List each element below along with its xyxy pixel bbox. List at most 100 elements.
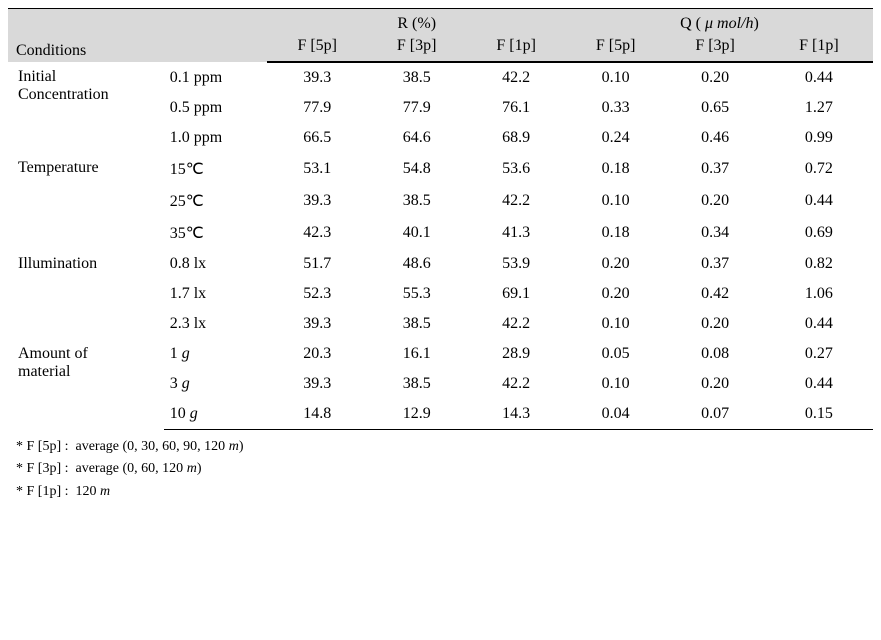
data-cell: 0.46 — [665, 123, 764, 153]
footnote-line: * F [3p] : average (0, 60, 120 m) — [16, 458, 873, 480]
data-cell: 1.27 — [765, 93, 873, 123]
data-cell: 0.37 — [665, 153, 764, 185]
condition-level: 15℃ — [164, 153, 268, 185]
data-cell: 53.1 — [267, 153, 366, 185]
data-cell: 0.18 — [566, 153, 665, 185]
data-cell: 41.3 — [466, 217, 565, 249]
condition-label: Temperature — [8, 153, 164, 249]
data-cell: 39.3 — [267, 62, 366, 93]
data-cell: 0.10 — [566, 369, 665, 399]
data-cell: 0.20 — [665, 369, 764, 399]
data-cell: 16.1 — [367, 339, 466, 369]
experiment-table-container: Conditions R (%) Q ( μ mol/h) F [5p]F [3… — [8, 8, 873, 503]
table-row: Temperature15℃53.154.853.60.180.370.72 — [8, 153, 873, 185]
data-cell: 0.44 — [765, 369, 873, 399]
data-cell: 28.9 — [466, 339, 565, 369]
data-cell: 77.9 — [267, 93, 366, 123]
condition-level: 3 g — [164, 369, 268, 399]
table-body: InitialConcentration0.1 ppm39.338.542.20… — [8, 62, 873, 430]
condition-label: InitialConcentration — [8, 62, 164, 153]
condition-level: 35℃ — [164, 217, 268, 249]
data-cell: 0.07 — [665, 399, 764, 430]
data-cell: 14.3 — [466, 399, 565, 430]
data-cell: 0.82 — [765, 249, 873, 279]
data-cell: 38.5 — [367, 62, 466, 93]
data-cell: 0.44 — [765, 185, 873, 217]
data-cell: 40.1 — [367, 217, 466, 249]
data-cell: 0.04 — [566, 399, 665, 430]
table-header: Conditions R (%) Q ( μ mol/h) F [5p]F [3… — [8, 9, 873, 63]
data-cell: 0.20 — [665, 62, 764, 93]
data-cell: 42.2 — [466, 62, 565, 93]
data-cell: 0.15 — [765, 399, 873, 430]
condition-level: 1.7 lx — [164, 279, 268, 309]
data-cell: 0.20 — [566, 249, 665, 279]
condition-level: 0.1 ppm — [164, 62, 268, 93]
data-cell: 54.8 — [367, 153, 466, 185]
header-col-4: F [3p] — [665, 35, 764, 62]
data-cell: 0.65 — [665, 93, 764, 123]
data-cell: 0.72 — [765, 153, 873, 185]
data-cell: 68.9 — [466, 123, 565, 153]
footnote-line: * F [1p] : 120 m — [16, 481, 873, 503]
data-cell: 69.1 — [466, 279, 565, 309]
data-cell: 38.5 — [367, 369, 466, 399]
data-cell: 0.37 — [665, 249, 764, 279]
data-cell: 0.24 — [566, 123, 665, 153]
data-cell: 20.3 — [267, 339, 366, 369]
table-row: Illumination0.8 lx51.748.653.90.200.370.… — [8, 249, 873, 279]
header-col-2: F [1p] — [466, 35, 565, 62]
data-cell: 55.3 — [367, 279, 466, 309]
data-cell: 0.69 — [765, 217, 873, 249]
condition-level: 25℃ — [164, 185, 268, 217]
data-cell: 0.10 — [566, 309, 665, 339]
data-cell: 39.3 — [267, 309, 366, 339]
table-footnotes: * F [5p] : average (0, 30, 60, 90, 120 m… — [8, 436, 873, 503]
data-cell: 53.9 — [466, 249, 565, 279]
data-cell: 64.6 — [367, 123, 466, 153]
condition-level: 10 g — [164, 399, 268, 430]
header-col-1: F [3p] — [367, 35, 466, 62]
condition-label: Illumination — [8, 249, 164, 339]
data-cell: 1.06 — [765, 279, 873, 309]
condition-level: 1.0 ppm — [164, 123, 268, 153]
condition-label: Amount ofmaterial — [8, 339, 164, 430]
data-cell: 42.2 — [466, 185, 565, 217]
data-cell: 53.6 — [466, 153, 565, 185]
data-cell: 0.44 — [765, 309, 873, 339]
data-cell: 42.2 — [466, 309, 565, 339]
data-cell: 42.3 — [267, 217, 366, 249]
data-cell: 12.9 — [367, 399, 466, 430]
footnote-line: * F [5p] : average (0, 30, 60, 90, 120 m… — [16, 436, 873, 458]
data-cell: 0.20 — [665, 309, 764, 339]
data-cell: 77.9 — [367, 93, 466, 123]
data-cell: 0.05 — [566, 339, 665, 369]
data-cell: 0.34 — [665, 217, 764, 249]
data-cell: 0.99 — [765, 123, 873, 153]
data-cell: 14.8 — [267, 399, 366, 430]
data-cell: 0.27 — [765, 339, 873, 369]
data-cell: 48.6 — [367, 249, 466, 279]
data-cell: 0.20 — [665, 185, 764, 217]
condition-level: 1 g — [164, 339, 268, 369]
data-cell: 0.10 — [566, 62, 665, 93]
data-cell: 0.08 — [665, 339, 764, 369]
data-cell: 0.44 — [765, 62, 873, 93]
data-cell: 52.3 — [267, 279, 366, 309]
data-cell: 66.5 — [267, 123, 366, 153]
header-conditions: Conditions — [8, 9, 267, 63]
data-cell: 0.18 — [566, 217, 665, 249]
data-cell: 39.3 — [267, 185, 366, 217]
experiment-table: Conditions R (%) Q ( μ mol/h) F [5p]F [3… — [8, 8, 873, 430]
header-group-r: R (%) — [267, 9, 565, 36]
data-cell: 38.5 — [367, 185, 466, 217]
data-cell: 0.42 — [665, 279, 764, 309]
data-cell: 51.7 — [267, 249, 366, 279]
condition-level: 0.8 lx — [164, 249, 268, 279]
header-group-q: Q ( μ mol/h) — [566, 9, 873, 36]
data-cell: 0.33 — [566, 93, 665, 123]
data-cell: 42.2 — [466, 369, 565, 399]
header-col-5: F [1p] — [765, 35, 873, 62]
header-col-0: F [5p] — [267, 35, 366, 62]
header-col-3: F [5p] — [566, 35, 665, 62]
